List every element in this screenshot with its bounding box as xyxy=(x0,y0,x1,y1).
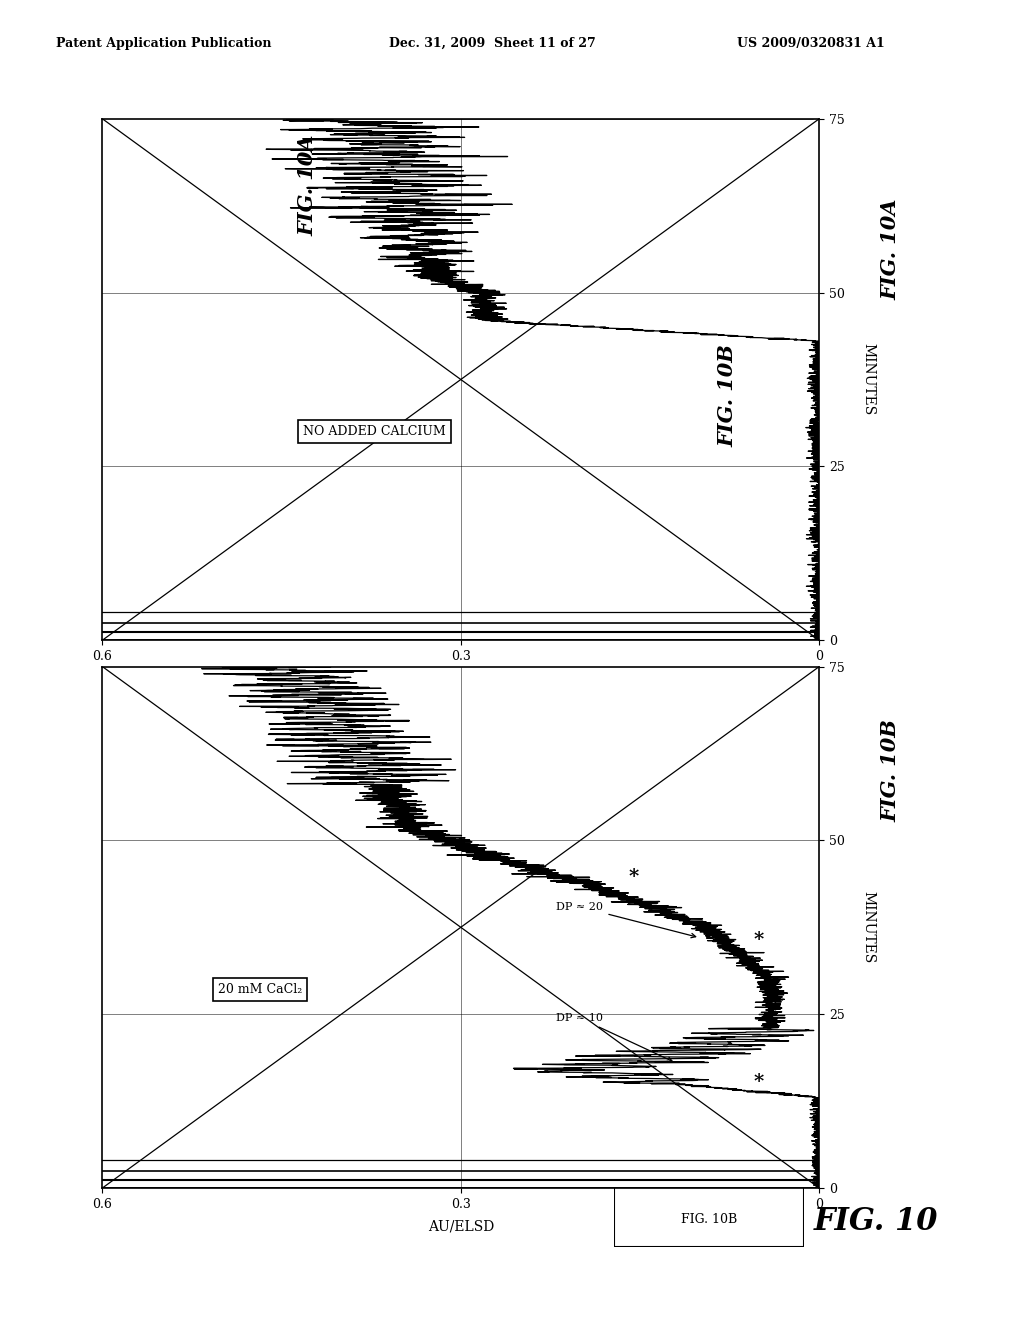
Text: *: * xyxy=(754,931,764,949)
Text: DP ≈ 20: DP ≈ 20 xyxy=(556,902,695,937)
Text: Dec. 31, 2009  Sheet 11 of 27: Dec. 31, 2009 Sheet 11 of 27 xyxy=(389,37,596,50)
FancyBboxPatch shape xyxy=(614,1148,804,1247)
Text: Patent Application Publication: Patent Application Publication xyxy=(56,37,271,50)
Text: FIG. 10A: FIG. 10A xyxy=(297,135,317,235)
Text: *: * xyxy=(628,869,638,886)
Text: NO ADDED CALCIUM: NO ADDED CALCIUM xyxy=(303,425,446,438)
Text: US 2009/0320831 A1: US 2009/0320831 A1 xyxy=(737,37,885,50)
X-axis label: AU/ELSD: AU/ELSD xyxy=(428,1220,494,1233)
Text: FIG. 10: FIG. 10 xyxy=(813,1205,938,1237)
Text: *: * xyxy=(754,1073,764,1092)
Text: FIG. 10A: FIG. 10A xyxy=(881,198,901,300)
Text: FIG. 10B: FIG. 10B xyxy=(681,1213,737,1226)
X-axis label: AU/ELSD: AU/ELSD xyxy=(428,672,494,685)
Text: DP ≈ 10: DP ≈ 10 xyxy=(556,1014,672,1061)
Text: 20 mM CaCl₂: 20 mM CaCl₂ xyxy=(218,983,302,997)
Text: FIG. 10B: FIG. 10B xyxy=(717,345,737,447)
Y-axis label: MINUTES: MINUTES xyxy=(861,891,876,964)
Text: FIG. 10B: FIG. 10B xyxy=(881,719,901,822)
Text: FIG. 10A: FIG. 10A xyxy=(681,1173,737,1187)
Y-axis label: MINUTES: MINUTES xyxy=(861,343,876,416)
